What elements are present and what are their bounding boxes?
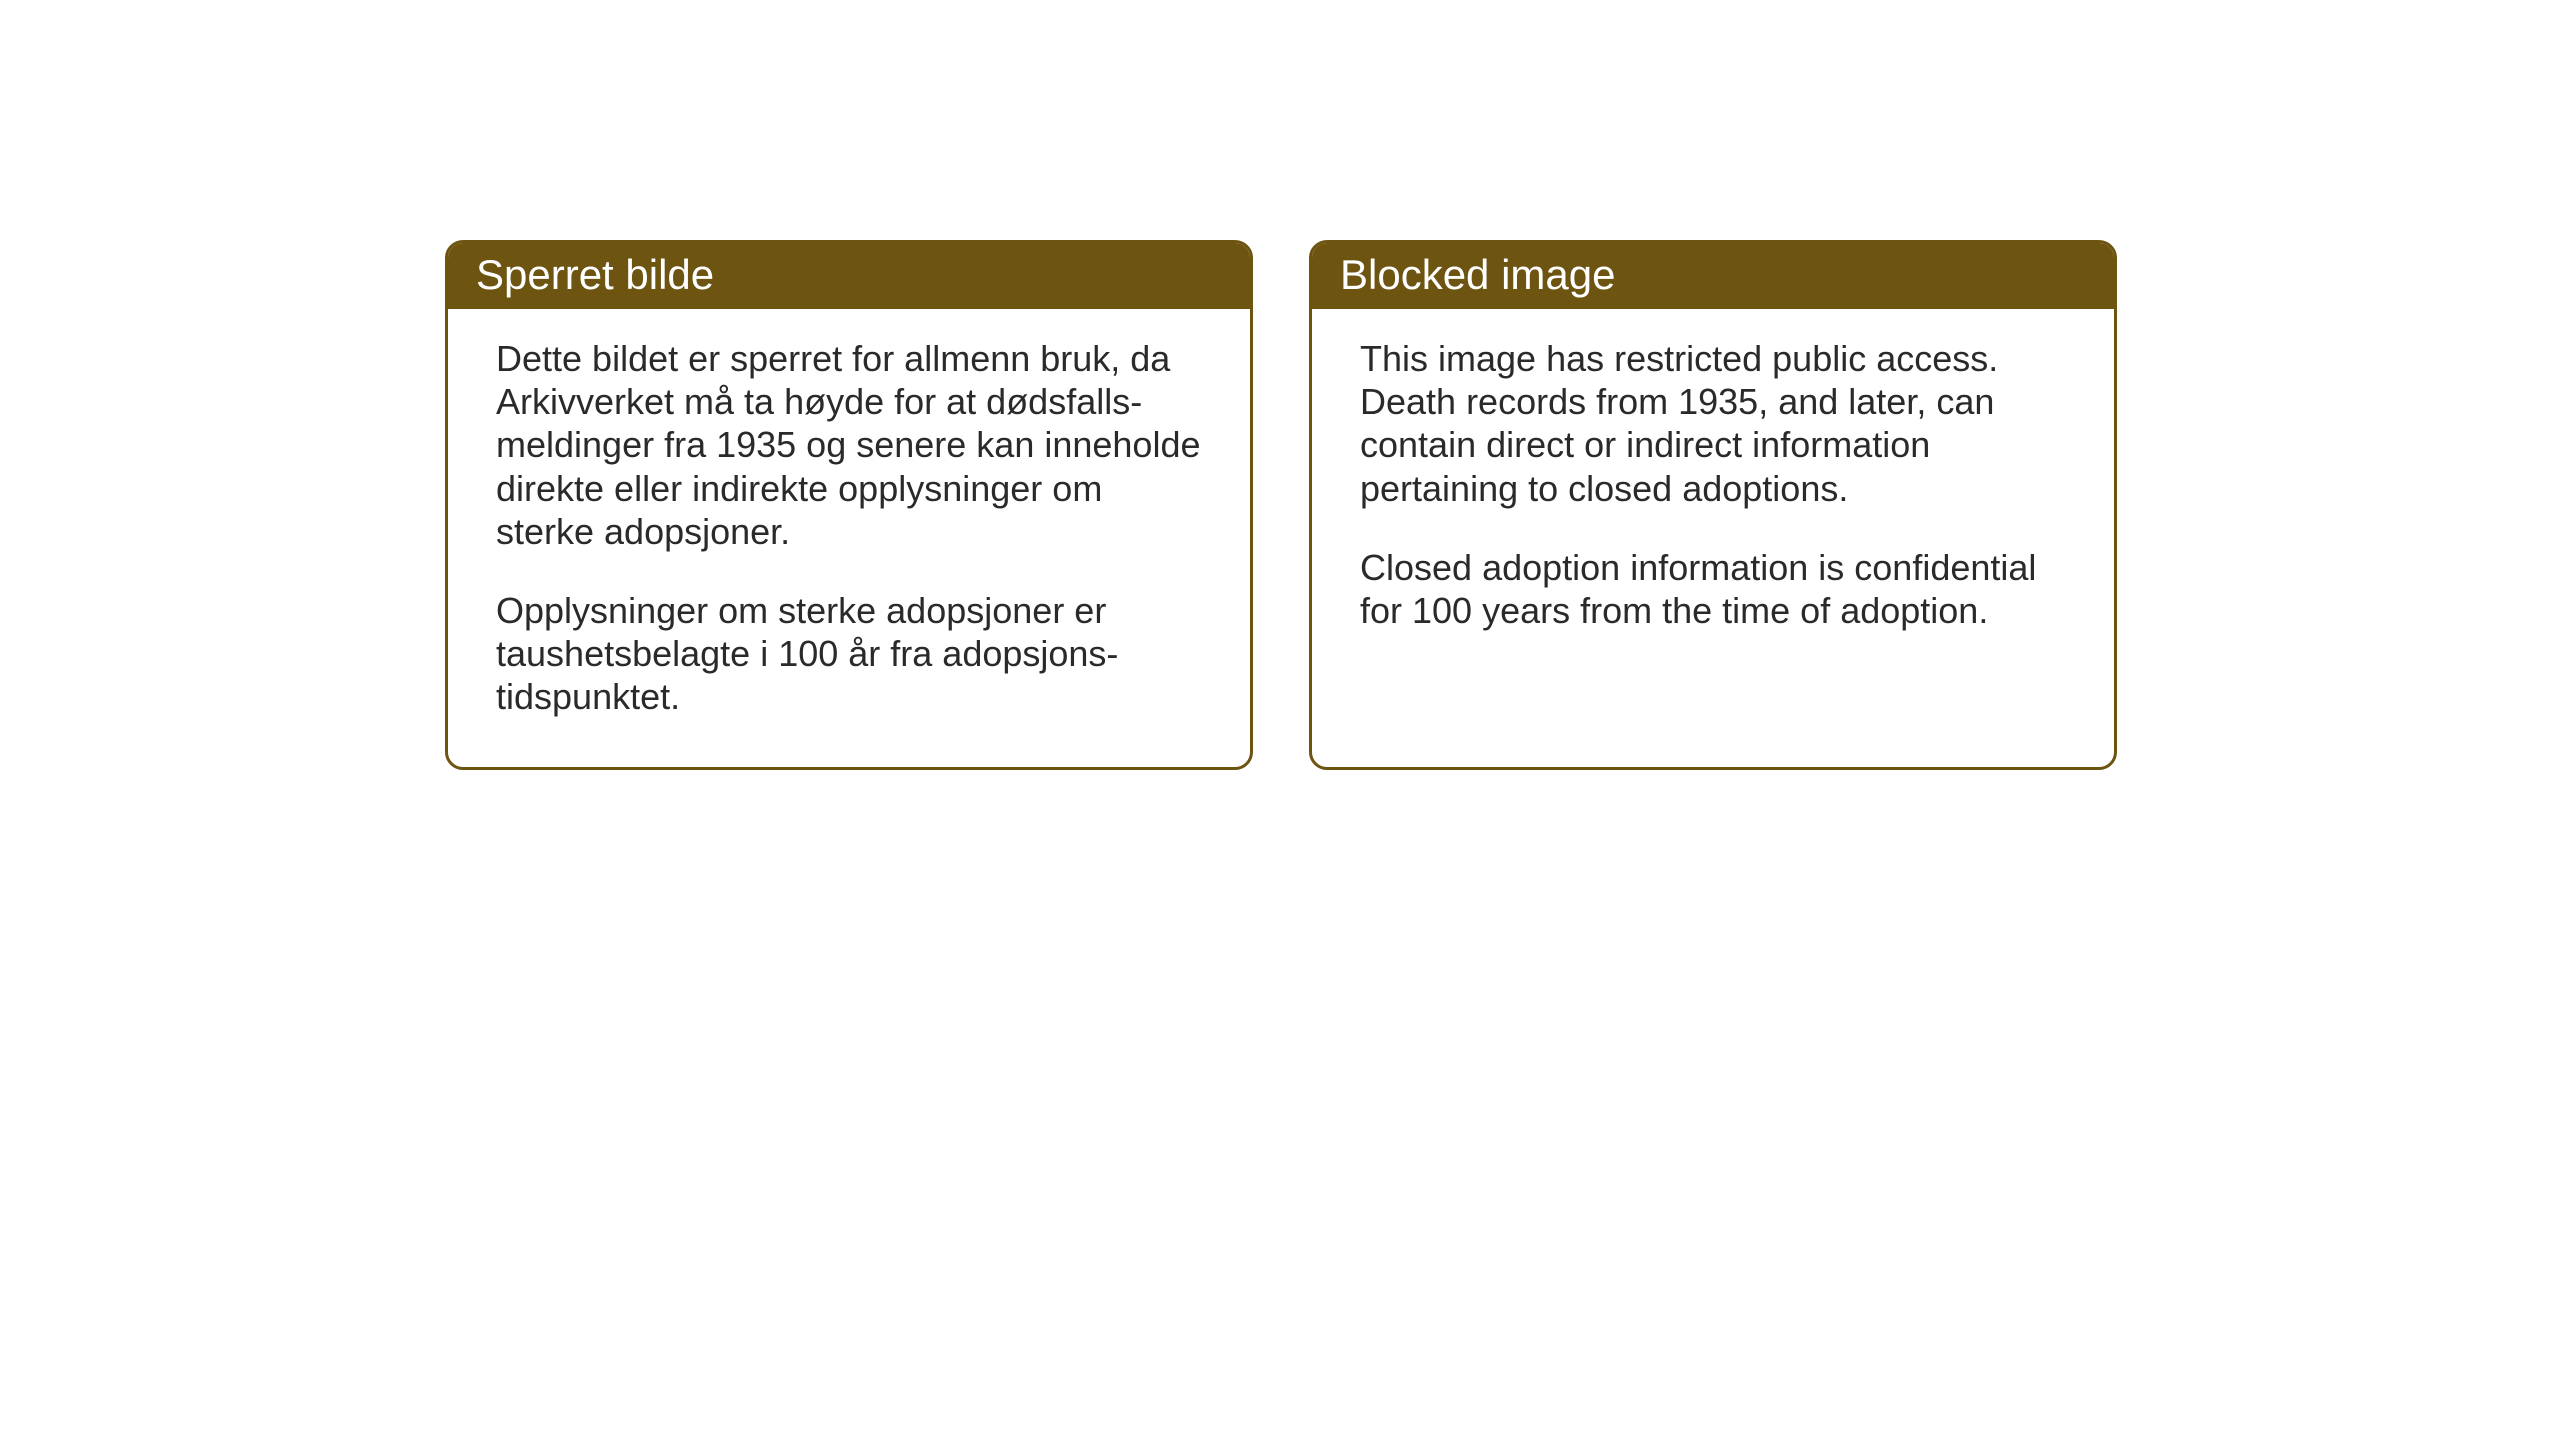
card-paragraph1-english: This image has restricted public access.… <box>1360 337 2066 510</box>
card-paragraph2-norwegian: Opplysninger om sterke adopsjoner er tau… <box>496 589 1202 719</box>
notice-card-norwegian: Sperret bilde Dette bildet er sperret fo… <box>445 240 1253 770</box>
card-title-norwegian: Sperret bilde <box>476 251 714 298</box>
notice-card-english: Blocked image This image has restricted … <box>1309 240 2117 770</box>
notice-cards-container: Sperret bilde Dette bildet er sperret fo… <box>445 240 2117 770</box>
card-paragraph2-english: Closed adoption information is confident… <box>1360 546 2066 632</box>
card-header-norwegian: Sperret bilde <box>448 243 1250 309</box>
card-title-english: Blocked image <box>1340 251 1615 298</box>
card-body-english: This image has restricted public access.… <box>1312 309 2114 680</box>
card-paragraph1-norwegian: Dette bildet er sperret for allmenn bruk… <box>496 337 1202 553</box>
card-body-norwegian: Dette bildet er sperret for allmenn bruk… <box>448 309 1250 767</box>
card-header-english: Blocked image <box>1312 243 2114 309</box>
